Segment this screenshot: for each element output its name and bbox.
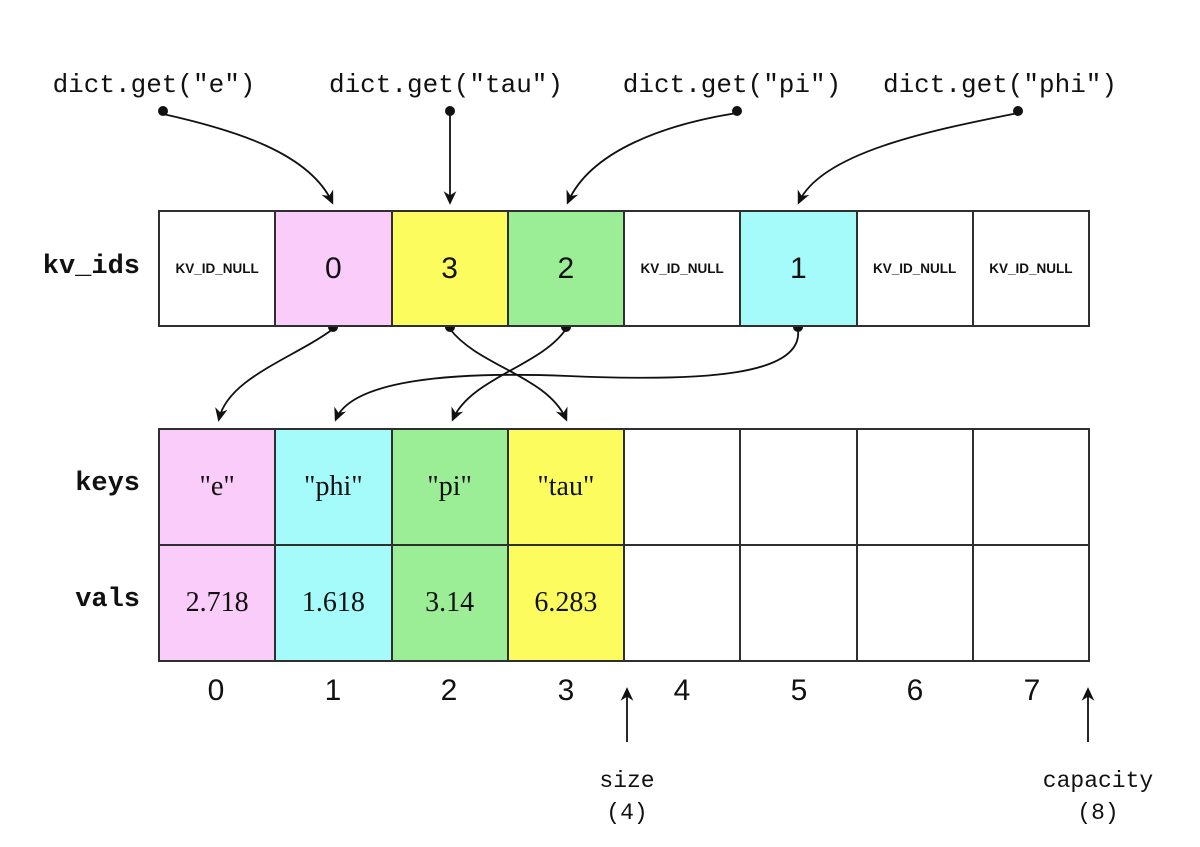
keys-cell-1: "phi" [276,430,393,544]
query-phi-dot [1013,106,1023,116]
keys-cell-2: "pi" [392,430,509,544]
keys-value-0: "e" [199,471,235,502]
keys-cell-4 [625,430,742,544]
index-label-0: 0 [207,674,225,707]
vals-value-0: 2.718 [185,587,249,618]
kv-ids-cell-7: KV_ID_NULL [973,212,1088,325]
kv-ids-cell-1: 0 [276,212,393,325]
keys-cell-7 [973,430,1088,544]
kv-ids-cell-4: KV_ID_NULL [625,212,742,325]
kv-ids-row-label: kv_ids [42,252,140,282]
index-label-5: 5 [790,674,808,707]
arrow-id0-to-keys0 [215,328,334,422]
vals-cell-2: 3.14 [392,546,509,660]
index-label-6: 6 [906,674,924,707]
vals-row: 2.718 1.618 3.14 6.283 [160,544,1088,660]
kv-ids-cell-6: KV_ID_NULL [857,212,974,325]
kv-ids-value-6: KV_ID_NULL [872,261,957,276]
arrow-id3-to-keys3 [449,328,568,422]
vals-cell-5 [741,546,858,660]
vals-value-1: 1.618 [301,587,365,618]
query-tau-dot [445,106,455,116]
kv-ids-array: KV_ID_NULL 0 3 2 KV_ID_NULL 1 KV_ID_NULL… [158,210,1090,327]
arrow-query-phi-to-slot5 [797,112,1019,205]
kv-ids-value-7: KV_ID_NULL [989,261,1073,276]
keys-value-2: "pi" [427,471,472,502]
keys-row: "e" "phi" "pi" "tau" [160,430,1088,544]
query-pi-dot [732,106,742,116]
query-label-tau: dict.get("tau") [328,70,564,100]
index-label-1: 1 [324,674,342,707]
vals-cell-7 [973,546,1088,660]
query-label-pi: dict.get("pi") [622,70,842,100]
kv-ids-value-5: 1 [790,251,807,285]
kv-ids-row: KV_ID_NULL 0 3 2 KV_ID_NULL 1 KV_ID_NULL… [160,212,1088,325]
kv-ids-value-4: KV_ID_NULL [640,261,724,276]
vals-cell-1: 1.618 [276,546,393,660]
vals-row-label: vals [75,585,140,615]
kv-ids-cell-2: 3 [392,212,509,325]
keys-value-1: "phi" [304,471,363,502]
capacity-label: capacity [1042,768,1154,794]
kv-ids-value-3: 2 [557,251,575,285]
arrow-id1-to-keys1 [334,329,799,422]
index-label-2: 2 [440,674,458,707]
arrow-query-pi-to-slot3 [566,112,738,205]
vals-cell-0: 2.718 [160,546,277,660]
size-label: size [599,768,655,794]
kv-ids-cell-0: KV_ID_NULL [160,212,277,325]
keys-value-3: "tau" [537,471,595,502]
keys-cell-5 [741,430,858,544]
index-label-3: 3 [557,674,575,707]
vals-cell-3: 6.283 [508,546,625,660]
kv-ids-value-2: 3 [441,251,458,285]
keys-vals-array: "e" "phi" "pi" "tau" 2.718 1.618 3.14 6.… [158,428,1090,662]
kv-ids-value-1: 0 [325,251,342,285]
keys-cell-6 [857,430,974,544]
kv-ids-cell-5: 1 [741,212,858,325]
size-value: (4) [606,800,648,826]
capacity-value: (8) [1077,800,1119,826]
index-label-4: 4 [673,674,691,707]
keys-cell-3: "tau" [508,430,625,544]
keys-row-label: keys [75,469,140,499]
index-label-7: 7 [1023,674,1041,707]
query-label-phi: dict.get("phi") [882,70,1118,100]
keys-cell-0: "e" [160,430,277,544]
query-e-dot [158,106,168,116]
vals-cell-4 [625,546,742,660]
arrow-id2-to-keys2 [451,328,567,422]
kv-ids-cell-3: 2 [508,212,625,325]
vals-value-3: 6.283 [534,587,598,618]
query-label-e: dict.get("e") [52,70,256,100]
vals-cell-6 [857,546,974,660]
arrow-query-e-to-slot1 [162,113,334,205]
kv-ids-value-0: KV_ID_NULL [175,261,259,276]
vals-value-2: 3.14 [425,587,475,618]
